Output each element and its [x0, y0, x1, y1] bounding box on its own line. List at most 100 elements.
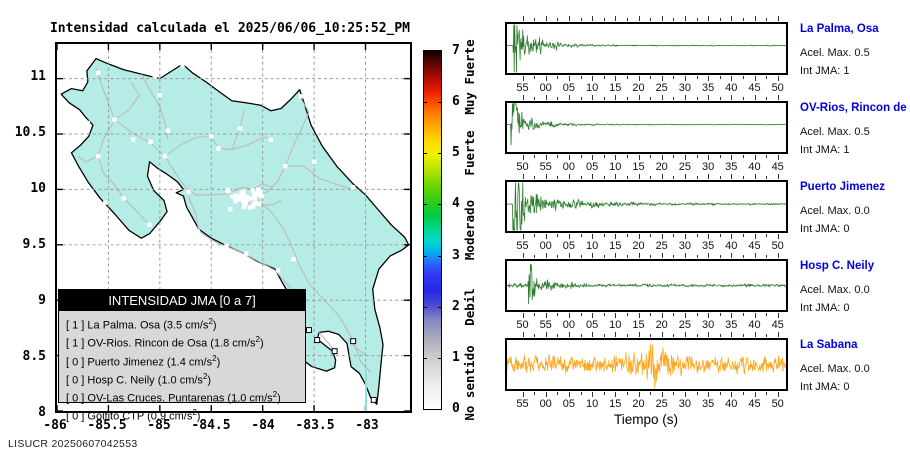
waveform-tick — [719, 234, 721, 237]
waveform-tick — [603, 18, 605, 21]
waveform-tick — [592, 392, 594, 397]
waveform-tick — [534, 392, 536, 395]
seismogram-trace-canvas — [507, 182, 786, 231]
waveform-tick-label: 30 — [678, 398, 692, 410]
station-marker — [251, 202, 256, 208]
waveform-tick — [522, 332, 524, 337]
waveform-tick — [638, 313, 640, 318]
waveform-tick — [603, 392, 605, 395]
waveform-tick — [568, 95, 570, 100]
legend-item: [ 1 ] La Palma. Osa (3.5 cm/s2) — [66, 317, 217, 332]
waveform-tick — [626, 392, 628, 395]
waveform-tick — [534, 18, 536, 21]
costa-rica-landmass — [60, 57, 410, 406]
waveform-tick — [545, 392, 547, 397]
station-marker — [257, 189, 262, 194]
waveform-tick — [626, 155, 628, 158]
waveform-tick — [766, 76, 768, 79]
station-marker — [157, 93, 163, 98]
waveform-tick — [661, 234, 663, 239]
waveform-tick — [545, 16, 547, 21]
waveform-tick — [696, 334, 698, 337]
waveform-tick-label: 50 — [771, 240, 784, 252]
waveform-tick — [742, 18, 744, 21]
station-marker — [230, 194, 235, 199]
seismogram-trace-canvas — [507, 343, 786, 389]
legend-header: INTENSIDAD JMA [0 a 7] — [59, 290, 305, 311]
waveform-tick — [615, 253, 617, 258]
waveform-tick — [719, 18, 721, 21]
map-x-tick-label: -83.5 — [295, 418, 335, 433]
waveform-tick — [568, 155, 570, 160]
station-marker — [252, 191, 257, 197]
waveform-tick — [592, 234, 594, 239]
waveform-tick — [719, 97, 721, 100]
waveform-tick — [534, 155, 536, 158]
waveform-tick — [754, 16, 756, 21]
station-marker — [254, 191, 259, 197]
waveform-tick — [742, 334, 744, 337]
station-marker — [162, 154, 168, 159]
waveform-tick-label: 40 — [725, 398, 738, 410]
colorbar-tick-label: 1 — [452, 349, 460, 365]
station-marker — [130, 137, 136, 142]
waveform-tick — [603, 97, 605, 100]
waveform-tick — [522, 155, 524, 160]
waveform-tick — [534, 76, 536, 79]
waveform-tick — [742, 97, 744, 100]
waveform-tick-label: 55 — [516, 398, 529, 410]
seismogram-panel — [505, 22, 788, 75]
legend-item: [ 1 ] OV-Rios. Rincon de Osa (1.8 cm/s2) — [66, 335, 264, 350]
waveform-tick — [673, 97, 675, 100]
station-marker — [283, 163, 288, 169]
waveform-tick-label: 20 — [632, 398, 645, 410]
waveform-tick — [661, 313, 663, 318]
waveform-tick — [742, 313, 744, 316]
waveform-tick — [580, 97, 582, 100]
waveform-tick — [626, 255, 628, 258]
waveform-tick — [673, 392, 675, 395]
colorbar-tick — [424, 102, 427, 104]
seismogram-panel — [505, 180, 788, 233]
waveform-tick — [673, 334, 675, 337]
waveform-tick-label: 15 — [632, 319, 645, 331]
seismogram-trace — [507, 103, 786, 146]
waveform-tick-label: 25 — [678, 319, 692, 331]
waveform-tick — [580, 155, 582, 158]
waveform-tick — [603, 176, 605, 179]
seismogram-trace — [507, 343, 786, 389]
waveform-tick — [568, 313, 570, 318]
colorbar-tick — [424, 306, 427, 308]
waveform-tick — [650, 234, 652, 237]
waveform-tick-label: 15 — [609, 240, 622, 252]
seismogram-trace — [507, 182, 786, 231]
waveform-tick — [522, 392, 524, 397]
station-intensity: Int JMA: 1 — [800, 144, 850, 156]
waveform-tick-label: 10 — [585, 398, 599, 410]
waveform-tick — [708, 313, 710, 318]
waveform-tick — [522, 76, 524, 81]
waveform-tick-label: 30 — [701, 319, 715, 331]
map-y-tick-label: 9 — [38, 293, 46, 308]
waveform-tick-label: 10 — [609, 319, 622, 331]
superscript-2: 2 — [208, 317, 213, 326]
station-marker — [247, 196, 253, 201]
waveform-tick-label: 05 — [562, 82, 576, 94]
waveform-tick-label: 25 — [655, 240, 668, 252]
waveform-tick — [754, 174, 756, 179]
waveform-tick-label: 30 — [701, 161, 715, 173]
waveform-tick — [545, 313, 547, 318]
road-line — [254, 165, 354, 198]
station-marker — [256, 201, 262, 206]
waveform-tick — [754, 234, 756, 239]
waveform-tick — [742, 76, 744, 79]
waveform-tick — [638, 95, 640, 100]
waveform-tick — [557, 234, 559, 237]
station-marker — [112, 117, 117, 122]
waveform-tick — [696, 18, 698, 21]
waveform-tick — [545, 95, 547, 100]
waveform-tick — [731, 76, 733, 81]
waveform-tick-label: 00 — [539, 398, 552, 410]
superscript-2: 2 — [255, 335, 260, 345]
colorbar-tick-label: 7 — [452, 43, 460, 58]
